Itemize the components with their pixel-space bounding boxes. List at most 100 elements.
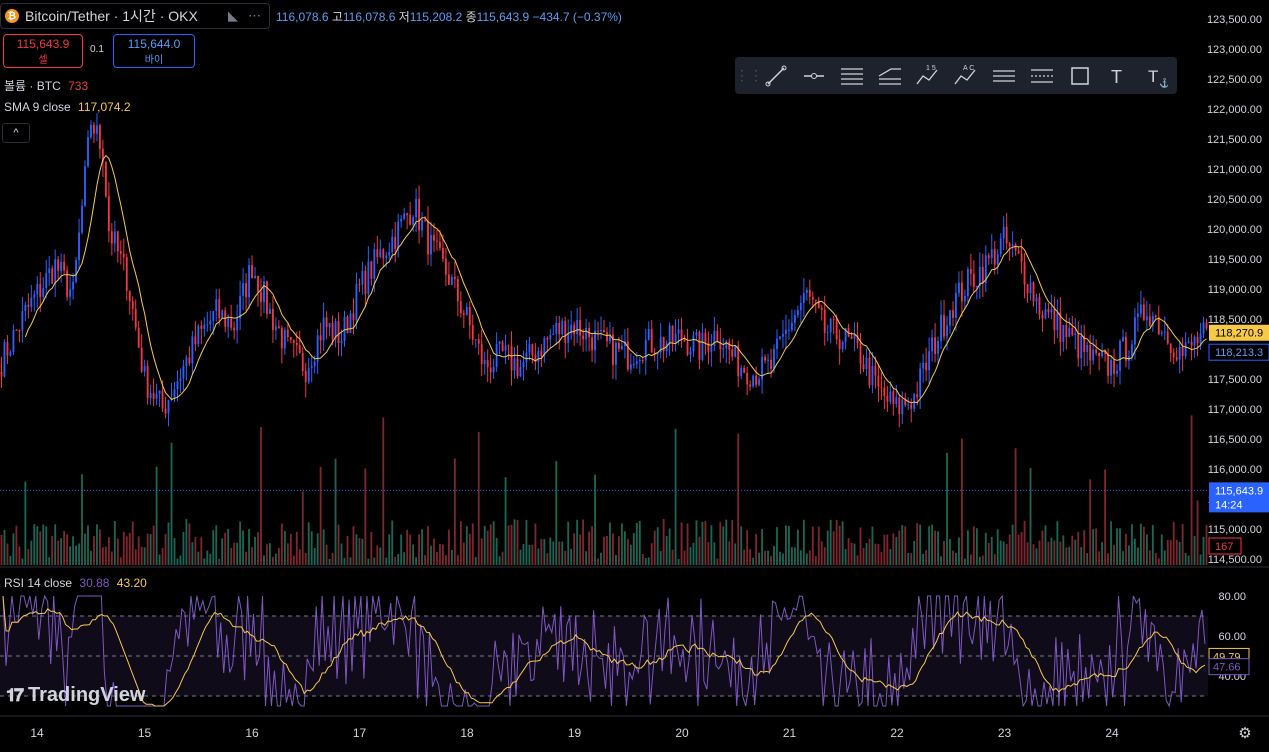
candle-body xyxy=(1020,253,1023,262)
volume-bar xyxy=(367,558,370,565)
price-range-icon[interactable] xyxy=(1023,61,1061,91)
candle-body xyxy=(895,397,898,405)
volume-bar xyxy=(626,539,629,565)
volume-bar xyxy=(1095,528,1098,565)
candle-body xyxy=(206,324,209,326)
xabcd-pattern-icon[interactable]: A C xyxy=(947,61,985,91)
symbol-box[interactable]: ₿ Bitcoin/Tether · 1시간 · OKX ◣ ⋯ xyxy=(0,3,270,29)
candle-body xyxy=(188,357,191,364)
candle-body xyxy=(537,350,540,362)
candle-body xyxy=(298,345,301,353)
volume-bar xyxy=(167,522,170,565)
volume-bar xyxy=(140,546,143,565)
volume-bar xyxy=(647,557,650,565)
volume-bar xyxy=(158,554,161,565)
volume-bar xyxy=(1035,548,1038,565)
candle-body xyxy=(385,255,388,259)
candle-body xyxy=(424,220,426,222)
volume-bar xyxy=(355,534,358,565)
volume-bar xyxy=(1050,537,1053,565)
volume-bar xyxy=(707,542,710,565)
abcd-pattern-icon[interactable]: 1 5 xyxy=(909,61,947,91)
text-icon[interactable]: T xyxy=(1099,61,1137,91)
sma-legend[interactable]: SMA 9 close 117,074.2 xyxy=(4,100,131,114)
gear-icon[interactable]: ⚙ xyxy=(1238,725,1252,742)
candle-body xyxy=(761,356,764,380)
volume-bar xyxy=(1020,532,1023,565)
rectangle-icon[interactable] xyxy=(1061,61,1099,91)
volume-bar xyxy=(638,520,641,565)
candle-body xyxy=(418,198,420,231)
volume-bar xyxy=(1056,521,1059,565)
volume-bar xyxy=(69,546,72,565)
candle-body xyxy=(1032,282,1035,302)
candle-body xyxy=(1133,317,1136,345)
volume-bar xyxy=(916,523,919,565)
candle-body xyxy=(925,362,928,371)
volume-bar xyxy=(600,552,602,565)
candle-body xyxy=(361,270,364,285)
candle-body xyxy=(504,345,507,351)
rsi-legend[interactable]: RSI 14 close 30.88 43.20 xyxy=(4,576,147,590)
price-tick-label: 118,500.00 xyxy=(1208,314,1262,326)
volume-tag xyxy=(1208,537,1242,555)
volume-bar xyxy=(805,553,808,565)
candle-body xyxy=(191,336,194,364)
volume-bar xyxy=(981,555,984,565)
candle-body xyxy=(567,333,570,343)
fib-channel-icon[interactable] xyxy=(871,61,909,91)
trend-line-icon[interactable] xyxy=(757,61,795,91)
horizontal-ray-icon[interactable] xyxy=(795,61,833,91)
volume-bar xyxy=(149,534,152,565)
collapse-legend-button[interactable]: ^ xyxy=(2,123,30,143)
candle-body xyxy=(752,375,755,387)
volume-bar xyxy=(1032,544,1035,565)
volume-bar xyxy=(456,555,459,565)
candle-body xyxy=(128,290,131,302)
volume-bar xyxy=(1062,535,1065,565)
volume-bar xyxy=(379,547,382,565)
candle-body xyxy=(51,268,54,284)
volume-bar xyxy=(612,533,614,565)
volume-legend[interactable]: 볼륨 · BTC 733 xyxy=(4,79,89,93)
candle-body xyxy=(856,334,859,344)
volume-bar xyxy=(1044,525,1047,565)
candle-body xyxy=(72,281,75,290)
candle-body xyxy=(286,329,289,338)
candle-body xyxy=(600,330,602,332)
parallel-channel-icon[interactable] xyxy=(833,61,871,91)
candle-body xyxy=(877,375,880,387)
volume-bar xyxy=(853,543,856,565)
date-range-icon[interactable] xyxy=(985,61,1023,91)
candle-body xyxy=(1080,335,1083,359)
more-options-icon[interactable]: ⋯ xyxy=(248,8,261,23)
volume-bar xyxy=(442,544,444,565)
sell-button[interactable]: 115,643.9 셀 xyxy=(3,34,83,68)
volume-bar xyxy=(925,550,928,565)
volume-bar xyxy=(695,520,698,565)
flag-icon[interactable]: ◣ xyxy=(228,8,238,23)
candle-body xyxy=(394,236,397,249)
anchored-text-icon[interactable]: T ⚓ xyxy=(1137,61,1175,91)
candle-body xyxy=(525,352,528,363)
candle-body xyxy=(119,251,122,254)
volume-bar xyxy=(212,530,215,565)
candle-body xyxy=(134,309,137,328)
candle-body xyxy=(1166,331,1169,344)
volume-bar xyxy=(767,550,769,565)
candle-body xyxy=(603,330,605,333)
volume-bar xyxy=(239,521,242,565)
volume-bar xyxy=(1163,550,1166,565)
price-tick-label: 116,500.00 xyxy=(1208,434,1262,446)
candle-body xyxy=(501,341,504,351)
volume-bar xyxy=(567,521,570,565)
volume-bar xyxy=(176,558,179,565)
buy-button[interactable]: 115,644.0 바이 xyxy=(113,34,195,68)
candle-body xyxy=(776,338,778,349)
candle-body xyxy=(555,322,558,334)
drag-handle-icon[interactable]: ⋮⋮ xyxy=(735,67,763,83)
volume-bar xyxy=(254,536,256,565)
candle-body xyxy=(805,289,808,294)
time-tick-label: 17 xyxy=(353,726,367,740)
